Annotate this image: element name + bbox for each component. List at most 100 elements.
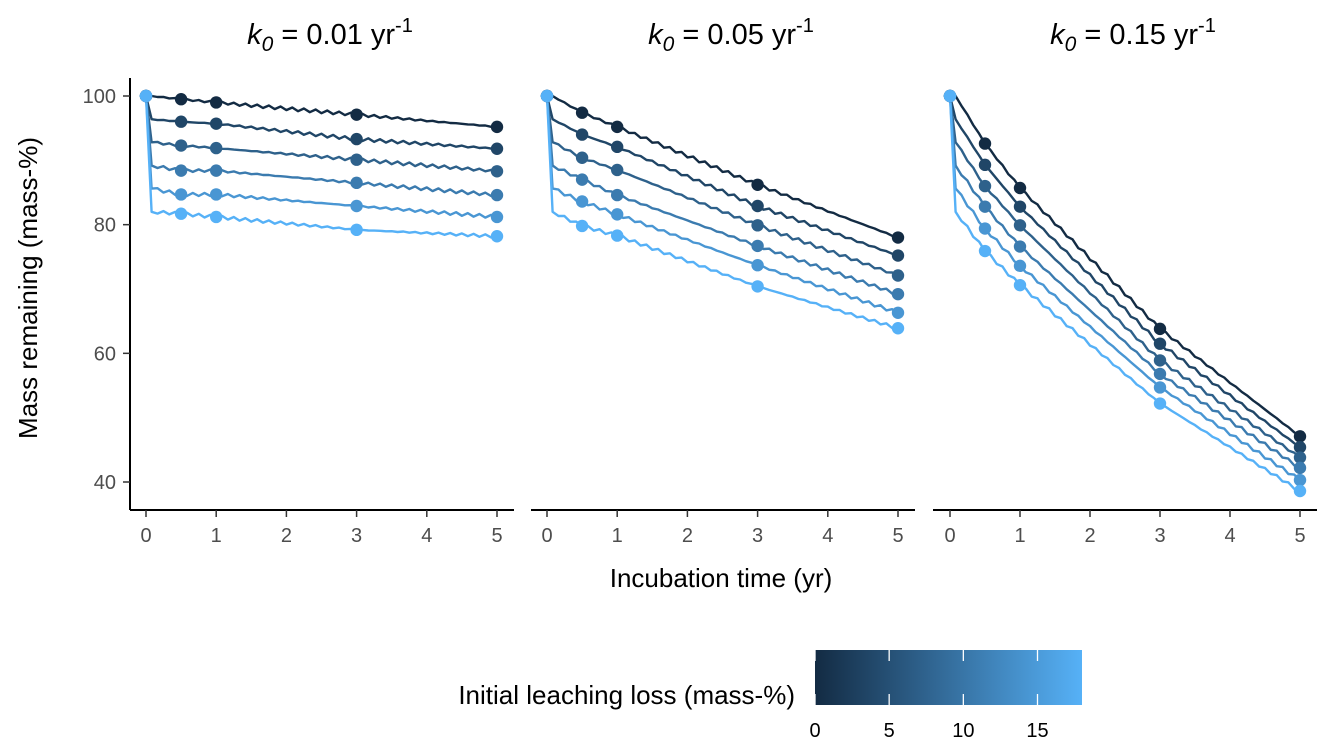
data-point: [350, 223, 363, 237]
panel-title: k0 = 0.15 yr-1: [1050, 15, 1216, 56]
data-point: [174, 115, 188, 128]
data-point: [490, 188, 504, 202]
data-point: [1013, 240, 1027, 253]
data-point: [1293, 473, 1307, 487]
data-point: [174, 164, 188, 177]
data-point: [350, 176, 363, 190]
panel-title-subscript: 0: [262, 33, 274, 56]
data-point: [174, 139, 188, 152]
panel-3: k0 = 0.15 yr-10 1 2 3 4 5: [933, 15, 1317, 547]
data-point: [611, 120, 624, 134]
x-tick-label: 3: [752, 525, 763, 547]
data-point: [490, 142, 504, 155]
x-tick-label: 5: [1294, 525, 1305, 547]
legend-tick-label: 0: [809, 720, 820, 742]
data-point: [891, 269, 905, 282]
data-point: [210, 164, 223, 177]
series-line: [545, 95, 899, 314]
series-line: [545, 95, 899, 277]
panel-title-k: k: [648, 19, 664, 51]
series-line: [547, 94, 899, 239]
legend-colorbar: [815, 650, 1082, 705]
data-point: [575, 173, 589, 186]
data-point: [1013, 259, 1027, 273]
data-point: [978, 222, 992, 235]
x-tick-label: 5: [491, 525, 502, 547]
legend-ticks: 0 5 10 15: [809, 650, 1049, 742]
data-point: [751, 258, 764, 272]
data-point: [751, 239, 764, 253]
legend-tick-label: 5: [884, 720, 895, 742]
data-point: [575, 195, 589, 208]
x-tick-label: 3: [1154, 525, 1165, 547]
data-point: [174, 188, 188, 201]
data-point: [1293, 484, 1307, 498]
y-tick-label: 80: [94, 215, 116, 237]
data-point: [210, 96, 223, 109]
series-line: [545, 95, 899, 296]
data-point: [1153, 337, 1167, 350]
x-tick-label: 4: [421, 525, 432, 547]
data-point: [210, 188, 223, 201]
data-point: [350, 132, 363, 146]
data-point: [751, 178, 764, 191]
panel-title-equation: = 0.05 yr: [674, 19, 796, 51]
data-point: [978, 200, 992, 213]
x-tick-label: 3: [351, 525, 362, 547]
series-line: [948, 95, 1301, 481]
x-tick-label: 1: [612, 525, 623, 547]
data-point: [350, 153, 363, 166]
data-point: [575, 151, 589, 164]
data-point: [891, 287, 905, 301]
y-tick-label: 60: [94, 343, 116, 365]
data-point: [490, 210, 504, 224]
panel-title-equation: = 0.15 yr: [1076, 19, 1198, 51]
data-point: [1293, 461, 1307, 475]
panel-title-subscript: 0: [663, 33, 675, 56]
data-point: [575, 106, 589, 119]
x-tick-label: 2: [682, 525, 693, 547]
data-point: [611, 140, 624, 154]
data-point: [943, 89, 957, 103]
data-point: [751, 280, 764, 293]
panel-title-superscript: -1: [1198, 15, 1216, 37]
series-line: [545, 95, 899, 330]
legend-tick-label: 10: [952, 720, 974, 742]
data-point: [490, 230, 504, 243]
data-point: [1293, 451, 1307, 464]
legend-title: Initial leaching loss (mass-%): [458, 680, 795, 710]
data-point: [751, 199, 764, 213]
data-point: [611, 163, 624, 177]
x-tick-label: 1: [211, 525, 222, 547]
series-line: [144, 95, 498, 239]
data-point: [210, 141, 223, 155]
data-point: [350, 199, 363, 213]
series-line: [948, 95, 1301, 469]
data-point: [1153, 381, 1167, 394]
data-point: [210, 210, 223, 224]
panel-title-k: k: [1050, 19, 1066, 51]
series-line: [144, 95, 498, 219]
data-point: [978, 137, 992, 150]
data-point: [1013, 181, 1027, 195]
x-tick-label: 0: [944, 525, 955, 547]
data-point: [1013, 200, 1027, 213]
series-line: [144, 95, 498, 198]
data-point: [1013, 219, 1027, 232]
data-point: [891, 249, 905, 262]
data-point: [751, 219, 764, 232]
series-line: [948, 95, 1301, 449]
data-point: [210, 117, 223, 130]
panel-title-subscript: 0: [1065, 33, 1077, 56]
data-point: [490, 120, 504, 134]
data-point: [540, 89, 554, 103]
panel-title-superscript: -1: [395, 15, 413, 37]
data-point: [575, 128, 589, 141]
data-point: [978, 158, 992, 172]
y-tick-label: 100: [83, 86, 116, 108]
data-point: [575, 219, 589, 233]
data-point: [1153, 367, 1167, 381]
